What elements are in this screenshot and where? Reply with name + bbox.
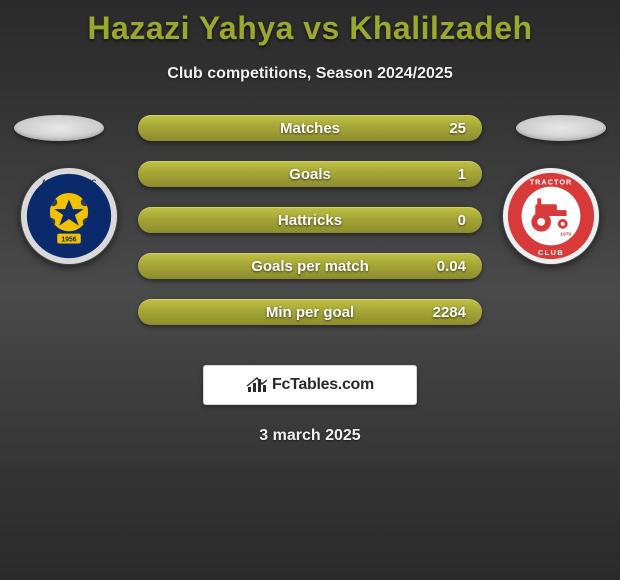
badge-right-top: TRACTOR bbox=[530, 178, 573, 187]
stat-value: 2284 bbox=[433, 304, 466, 321]
stat-label: Goals per match bbox=[251, 258, 369, 275]
chart-bar-icon bbox=[246, 376, 268, 394]
page-subtitle: Club competitions, Season 2024/2025 bbox=[0, 65, 620, 83]
stat-row-min-per-goal: Min per goal 2284 bbox=[138, 299, 482, 325]
attribution-text: FcTables.com bbox=[272, 376, 374, 394]
page-title: Hazazi Yahya vs Khalilzadeh bbox=[0, 0, 620, 47]
stat-row-hattricks: Hattricks 0 bbox=[138, 207, 482, 233]
badge-right-year: 1970 bbox=[560, 232, 571, 238]
footer-date: 3 march 2025 bbox=[0, 427, 620, 445]
badge-left-year: 1956 bbox=[61, 236, 76, 243]
stat-value: 25 bbox=[449, 120, 466, 137]
comparison-panel: ALTAAWOUN FC 1956 TRACTOR CLUB 1970 bbox=[0, 115, 620, 335]
club-badge-right: TRACTOR CLUB 1970 bbox=[502, 167, 600, 265]
player-marker-right bbox=[516, 115, 606, 141]
badge-right-bottom: CLUB bbox=[538, 248, 564, 257]
stat-value: 0.04 bbox=[437, 258, 466, 275]
player-marker-left bbox=[14, 115, 104, 141]
stat-label: Hattricks bbox=[278, 212, 342, 229]
stat-row-goals-per-match: Goals per match 0.04 bbox=[138, 253, 482, 279]
stat-label: Goals bbox=[289, 166, 331, 183]
badge-left-name: ALTAAWOUN FC bbox=[42, 180, 97, 187]
stat-row-goals: Goals 1 bbox=[138, 161, 482, 187]
stat-row-matches: Matches 25 bbox=[138, 115, 482, 141]
stat-value: 1 bbox=[458, 166, 466, 183]
club-badge-left: ALTAAWOUN FC 1956 bbox=[20, 167, 118, 265]
stat-label: Min per goal bbox=[266, 304, 354, 321]
stat-label: Matches bbox=[280, 120, 340, 137]
stat-value: 0 bbox=[458, 212, 466, 229]
stats-list: Matches 25 Goals 1 Hattricks 0 Goals per… bbox=[138, 115, 482, 325]
attribution-badge[interactable]: FcTables.com bbox=[203, 365, 417, 405]
